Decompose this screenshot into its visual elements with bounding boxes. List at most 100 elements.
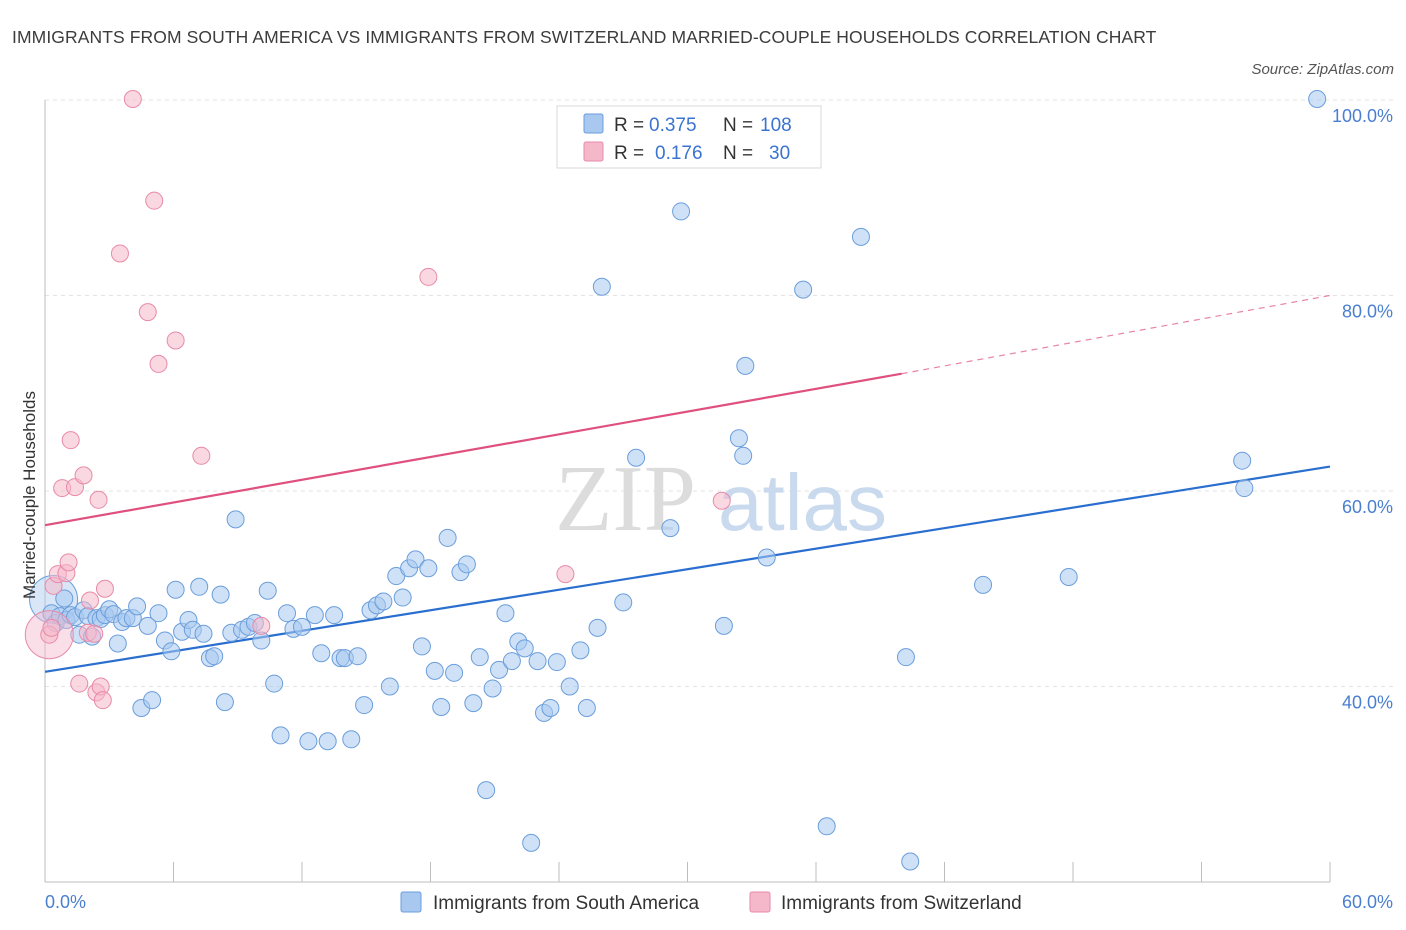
data-point — [627, 448, 646, 467]
legend-r-label-2: R = — [614, 143, 644, 164]
source-label: Source: ZipAtlas.com — [1251, 61, 1394, 78]
data-point — [128, 597, 147, 616]
y-tick-label: 80.0% — [1342, 302, 1393, 322]
data-point — [528, 652, 547, 671]
data-point — [42, 618, 61, 637]
data-point — [571, 641, 590, 660]
data-point — [483, 679, 502, 698]
data-point — [817, 817, 836, 836]
y-tick-label: 60.0% — [1342, 497, 1393, 517]
y-tick-labels: 40.0% 60.0% 80.0% 100.0% — [1332, 106, 1393, 713]
data-point — [851, 227, 870, 246]
data-point — [80, 591, 99, 610]
data-point — [318, 732, 337, 751]
data-point — [445, 663, 464, 682]
data-point — [74, 466, 93, 485]
data-point — [901, 852, 920, 871]
data-point — [556, 565, 575, 584]
data-point — [515, 639, 534, 658]
data-point — [342, 730, 361, 749]
series-south-america — [29, 90, 1327, 871]
data-point — [672, 202, 691, 221]
data-point — [614, 593, 633, 612]
bottom-legend-swatch-south-america — [400, 891, 422, 913]
data-point — [59, 553, 78, 572]
data-point — [312, 644, 331, 663]
legend-n-value-1: 108 — [760, 115, 792, 136]
data-point — [166, 580, 185, 599]
data-point — [419, 267, 438, 286]
data-point — [457, 555, 476, 574]
data-point — [138, 616, 157, 635]
data-point — [93, 691, 112, 710]
data-point — [149, 354, 168, 373]
data-point — [374, 592, 393, 611]
trend-line-1 — [44, 372, 902, 527]
data-point — [325, 606, 344, 625]
data-point — [490, 660, 509, 679]
chart-title: IMMIGRANTS FROM SOUTH AMERICA VS IMMIGRA… — [12, 27, 1157, 47]
trend-line-extension-1 — [901, 294, 1331, 375]
data-point — [190, 577, 209, 596]
legend-r-value-1: 0.375 — [649, 115, 697, 136]
data-point — [757, 548, 776, 567]
data-point — [477, 781, 496, 800]
legend-swatch-south-america — [583, 113, 604, 134]
data-point — [541, 699, 560, 718]
gridlines — [45, 99, 1393, 687]
legend-n-value-2: 30 — [769, 143, 790, 164]
legend-r-value-2: 0.176 — [655, 143, 703, 164]
data-point — [896, 648, 915, 667]
data-point — [166, 331, 185, 350]
data-point — [192, 446, 211, 465]
data-point — [496, 604, 515, 623]
data-point — [1308, 90, 1327, 109]
data-point — [438, 528, 457, 547]
data-point — [85, 624, 104, 643]
legend-r-label-1: R = — [614, 115, 644, 136]
data-point — [470, 648, 489, 667]
data-point — [432, 698, 451, 717]
data-point — [412, 637, 431, 656]
y-tick-label: 100.0% — [1332, 106, 1393, 126]
data-point — [1235, 479, 1254, 498]
data-point — [110, 244, 129, 263]
data-point — [305, 606, 324, 625]
data-point — [577, 699, 596, 718]
x-tick-label-max: 60.0% — [1342, 892, 1393, 912]
data-point — [974, 575, 993, 594]
data-point — [502, 652, 521, 671]
data-point — [145, 191, 164, 210]
data-point — [425, 661, 444, 680]
legend-n-label-2: N = — [723, 143, 753, 164]
data-point — [348, 647, 367, 666]
data-point — [194, 624, 213, 643]
data-point — [355, 696, 374, 715]
data-point — [393, 588, 412, 607]
data-point — [729, 429, 748, 448]
data-point — [89, 490, 108, 509]
data-point — [55, 589, 74, 608]
data-point — [258, 581, 277, 600]
legend-n-label-1: N = — [723, 115, 753, 136]
axes — [44, 100, 1331, 883]
data-point — [1233, 451, 1252, 470]
data-point — [588, 618, 607, 637]
data-point — [265, 674, 284, 693]
data-point — [271, 726, 290, 745]
data-point — [736, 356, 755, 375]
data-point — [547, 653, 566, 672]
data-point — [205, 647, 224, 666]
bottom-legend-label-south-america: Immigrants from South America — [433, 893, 700, 914]
data-point — [1059, 568, 1078, 587]
data-point — [278, 604, 297, 623]
series-switzerland — [24, 90, 731, 710]
y-axis-label: Married-couple Households — [20, 391, 39, 599]
data-point — [592, 277, 611, 296]
data-point — [211, 585, 230, 604]
data-point — [138, 303, 157, 322]
x-tick-label-min: 0.0% — [45, 892, 86, 912]
data-point — [70, 674, 89, 693]
data-point — [380, 677, 399, 696]
